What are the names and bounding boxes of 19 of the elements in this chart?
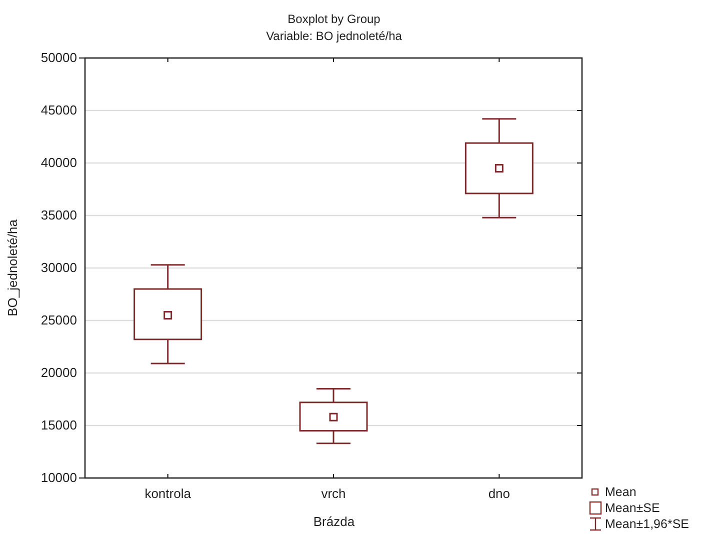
y-tick-label: 45000 [40, 102, 77, 118]
y-tick-label: 40000 [40, 155, 77, 170]
x-tick-label: kontrola [144, 486, 192, 501]
y-tick-label: 20000 [40, 365, 77, 380]
y-tick-label: 10000 [40, 470, 77, 486]
x-tick-label: dno [488, 486, 510, 501]
y-tick-label: 25000 [40, 312, 77, 328]
y-tick-label: 50000 [40, 50, 77, 66]
y-axis-title: BO_jednoleté/ha [5, 218, 20, 316]
chart-title: Boxplot by Group [288, 12, 381, 26]
y-tick-label: 15000 [40, 418, 77, 433]
x-axis-title: Brázda [313, 514, 356, 529]
x-tick-label: vrch [321, 486, 346, 501]
text: Mean [605, 485, 636, 499]
y-tick-label: 30000 [40, 260, 77, 276]
text: Mean±1,96*SE [605, 517, 689, 531]
chart-subtitle: Variable: BO jednoleté/ha [266, 29, 402, 43]
y-tick-label: 35000 [40, 208, 77, 223]
text: Mean±SE [605, 501, 660, 515]
